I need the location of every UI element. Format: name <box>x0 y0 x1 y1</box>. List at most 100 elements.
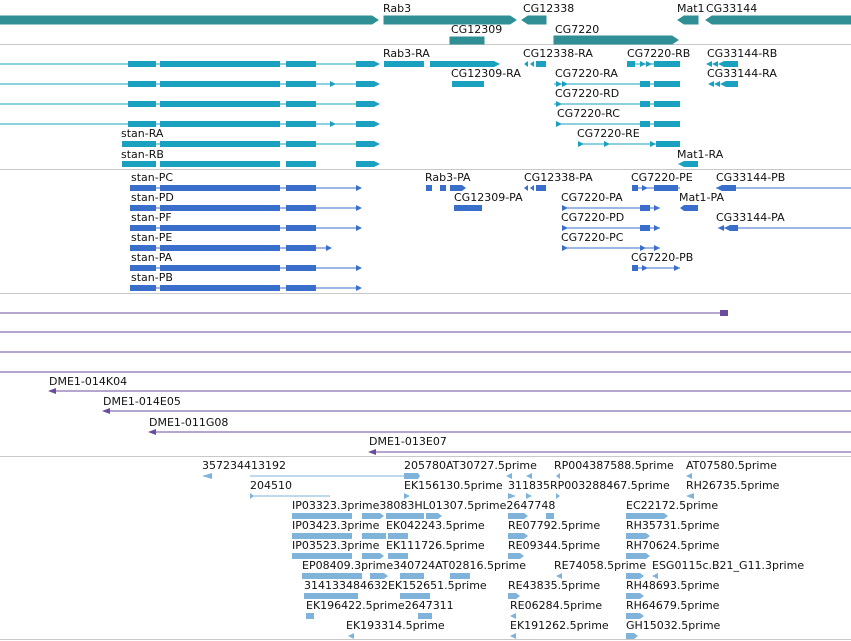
clone-label[interactable]: DME1-014K04 <box>49 375 127 388</box>
protein-cg33144-pa[interactable] <box>718 225 851 231</box>
est-row[interactable] <box>250 475 694 499</box>
est-row[interactable] <box>306 613 644 619</box>
protein-label[interactable]: CG33144-PA <box>716 211 785 224</box>
clone-dme1-014e05[interactable] <box>102 408 851 414</box>
protein-label[interactable]: stan-PA <box>131 251 173 264</box>
transcript-label[interactable]: CG7220-RC <box>557 107 620 120</box>
transcript-cg12338-ra[interactable] <box>524 61 546 67</box>
transcript-label[interactable]: CG7220-RD <box>555 87 619 100</box>
gene-cg7220-feature[interactable] <box>553 35 679 45</box>
protein-stan-pe[interactable] <box>130 245 332 251</box>
est-label[interactable]: ESG0115c.B21_G11.3prime <box>652 559 804 572</box>
est-label[interactable]: RP004387588.5prime <box>554 459 674 472</box>
transcript-feature[interactable] <box>0 61 380 67</box>
est-label[interactable]: 205780AT30727.5prime <box>404 459 537 472</box>
est-label[interactable]: 314133484632EK152651.5prime <box>304 579 487 592</box>
protein-stan-pc[interactable] <box>130 185 362 191</box>
transcript-cg7220-rd[interactable] <box>554 101 680 107</box>
gene-mat1-feature[interactable] <box>677 15 699 25</box>
gene-cg12338-feature[interactable] <box>521 15 547 25</box>
protein-stan-pd[interactable] <box>130 205 362 211</box>
transcript-stan-ra[interactable] <box>122 141 380 147</box>
protein-label[interactable]: CG7220-PE <box>631 171 693 184</box>
est-label[interactable]: RE74058.5prime <box>554 559 646 572</box>
transcript-cg33144-rb[interactable] <box>706 61 738 67</box>
est-label[interactable]: RE09344.5prime <box>508 539 600 552</box>
est-label[interactable]: RH35731.5prime <box>626 519 720 532</box>
gene-label[interactable]: Mat1 <box>677 2 705 15</box>
transcript-feature[interactable] <box>0 101 380 107</box>
gene-label[interactable]: CG33144 <box>706 2 757 15</box>
protein-cg7220-pc[interactable] <box>562 245 660 251</box>
transcript-feature[interactable] <box>0 81 380 87</box>
est-label[interactable]: EK111726.5prime <box>386 539 485 552</box>
est-row[interactable] <box>292 513 668 519</box>
protein-stan-pa[interactable] <box>130 265 362 271</box>
transcript-cg12309-ra[interactable] <box>452 81 484 87</box>
protein-label[interactable]: CG7220-PA <box>561 191 623 204</box>
clone-label[interactable]: DME1-014E05 <box>103 395 181 408</box>
gene-cg12309-feature[interactable] <box>449 36 485 45</box>
protein-label[interactable]: Mat1-PA <box>679 191 724 204</box>
transcript-rab3-ra-b[interactable] <box>430 61 500 67</box>
clone-dme1-014k04[interactable] <box>48 388 851 394</box>
protein-cg7220-pe[interactable] <box>632 185 680 191</box>
transcript-feature[interactable] <box>0 121 380 127</box>
gene-label[interactable]: Rab3 <box>383 2 411 15</box>
est-row[interactable] <box>292 553 650 559</box>
protein-stan-pb[interactable] <box>130 285 362 291</box>
est-label[interactable]: EK193314.5prime <box>346 619 445 632</box>
protein-label[interactable]: stan-PB <box>131 271 173 284</box>
transcript-label[interactable]: CG33144-RB <box>707 47 777 60</box>
est-label[interactable]: AT07580.5prime <box>686 459 777 472</box>
protein-cg12338-pa[interactable] <box>524 185 546 191</box>
gene-label[interactable]: CG12338 <box>523 2 574 15</box>
transcript-label[interactable]: CG7220-RB <box>627 47 690 60</box>
est-label[interactable]: RE06284.5prime <box>510 599 602 612</box>
est-label[interactable]: RH70624.5prime <box>626 539 720 552</box>
est-row[interactable] <box>202 473 692 479</box>
transcript-cg7220-rb[interactable] <box>627 61 680 67</box>
est-label[interactable]: RH64679.5prime <box>626 599 720 612</box>
est-label[interactable]: 204510 <box>250 479 292 492</box>
transcript-rab3-ra[interactable] <box>384 61 424 67</box>
est-label[interactable]: IP03323.3prime38083HL01307.5prime2647748 <box>292 499 555 512</box>
clone-feature[interactable] <box>0 310 728 316</box>
est-label[interactable]: RE43835.5prime <box>508 579 600 592</box>
protein-label[interactable]: CG7220-PD <box>561 211 624 224</box>
est-row[interactable] <box>348 633 638 639</box>
clone-label[interactable]: DME1-013E07 <box>369 435 447 448</box>
est-label[interactable]: RE07792.5prime <box>508 519 600 532</box>
transcript-stan-rb[interactable] <box>122 161 380 167</box>
est-label[interactable]: EC22172.5prime <box>626 499 718 512</box>
protein-cg7220-pa[interactable] <box>562 205 660 211</box>
est-label[interactable]: EK191262.5prime <box>510 619 609 632</box>
transcript-label[interactable]: CG33144-RA <box>707 67 777 80</box>
protein-label[interactable]: CG7220-PB <box>631 251 693 264</box>
est-label[interactable]: RH48693.5prime <box>626 579 720 592</box>
transcript-label[interactable]: Rab3-RA <box>383 47 430 60</box>
protein-label[interactable]: CG12338-PA <box>524 171 593 184</box>
est-label[interactable]: 311835RP003288467.5prime <box>508 479 670 492</box>
protein-cg12309-pa[interactable] <box>454 205 482 211</box>
est-row[interactable] <box>292 533 650 539</box>
clone-label[interactable]: DME1-011G08 <box>149 416 228 429</box>
gene-cg33144-feature[interactable] <box>705 15 851 25</box>
protein-cg7220-pb[interactable] <box>632 265 680 271</box>
protein-label[interactable]: stan-PC <box>131 171 173 184</box>
est-label[interactable]: 357234413192 <box>202 459 286 472</box>
protein-label[interactable]: Rab3-PA <box>425 171 471 184</box>
protein-label[interactable]: CG33144-PB <box>716 171 785 184</box>
transcript-label[interactable]: CG12338-RA <box>523 47 593 60</box>
gene-label[interactable]: CG7220 <box>555 23 599 36</box>
transcript-cg7220-ra[interactable] <box>554 81 680 87</box>
protein-cg7220-pd[interactable] <box>562 225 660 231</box>
gene-stan-feature[interactable] <box>0 15 379 25</box>
est-label[interactable]: EK196422.5prime2647311 <box>306 599 454 612</box>
gene-label[interactable]: CG12309 <box>451 23 502 36</box>
est-label[interactable]: EP08409.3prime340724AT02816.5prime <box>302 559 526 572</box>
protein-label[interactable]: CG12309-PA <box>454 191 523 204</box>
gene-rab3-feature[interactable] <box>383 15 517 25</box>
est-row[interactable] <box>304 593 644 599</box>
transcript-label[interactable]: Mat1-RA <box>677 148 724 161</box>
